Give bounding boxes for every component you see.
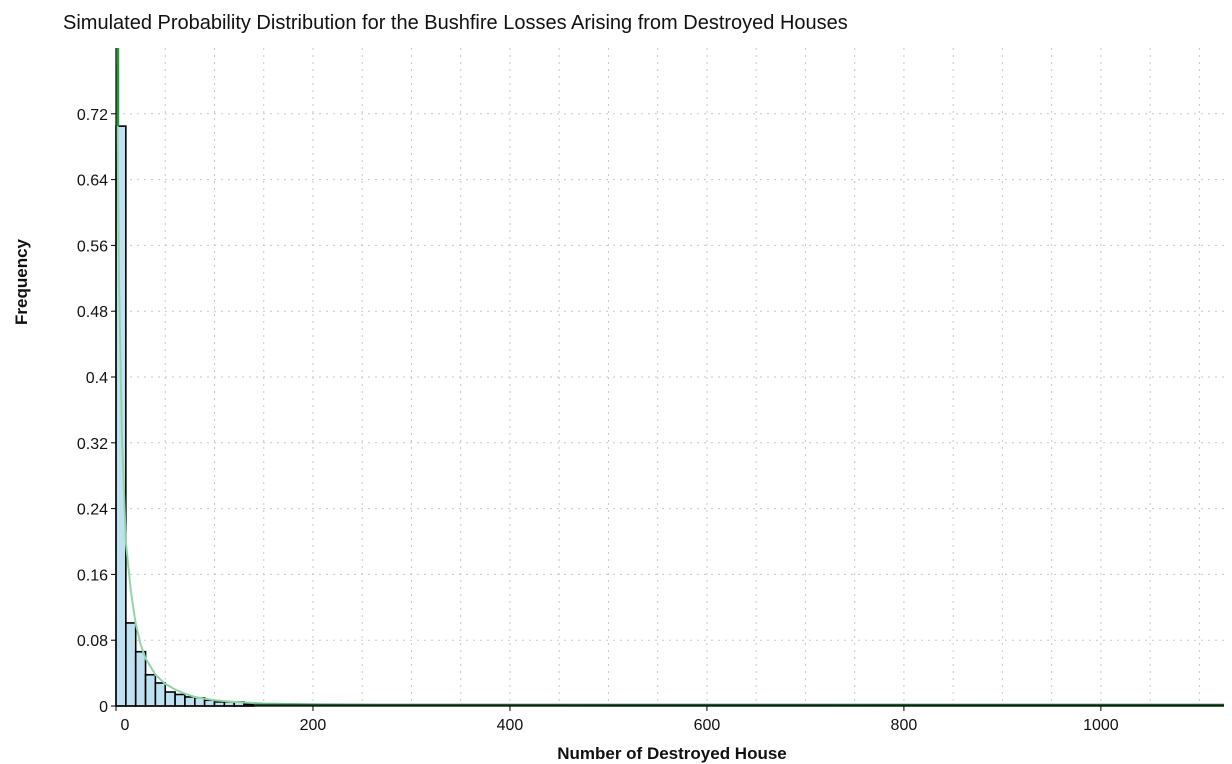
histogram-bar <box>144 673 157 707</box>
y-tick-label: 0.24 <box>77 502 108 519</box>
x-tick-label: 600 <box>694 717 721 734</box>
y-tick-label: 0.72 <box>77 107 108 124</box>
x-tick-label: 200 <box>300 717 327 734</box>
fitted-curve-layer <box>116 48 1225 707</box>
y-tick-label: 0.32 <box>77 436 108 453</box>
y-tick-label: 0.08 <box>77 633 108 650</box>
histogram-bar <box>203 699 216 707</box>
axes <box>111 48 1224 711</box>
y-tick-label: 0 <box>99 699 108 716</box>
x-tick-label: 800 <box>891 717 918 734</box>
histogram-bar <box>213 701 226 707</box>
x-tick-label: 1000 <box>1083 717 1119 734</box>
histogram-bar <box>164 691 176 707</box>
histogram-bar <box>184 696 196 707</box>
y-tick-label: 0.64 <box>77 173 108 190</box>
fitted-density-curve <box>116 64 1225 707</box>
x-tick-label: 0 <box>121 717 130 734</box>
x-axis-title: Number of Destroyed House <box>557 744 787 763</box>
y-tick-label: 0.16 <box>77 567 108 584</box>
histogram-bar <box>125 622 137 707</box>
histogram-bar <box>174 693 186 707</box>
histogram-bars <box>115 125 255 707</box>
tick-labels: 0 0.08 0.16 0.24 0.32 0.4 0.48 0.56 0.64 0.72 0 200… <box>77 107 1119 734</box>
histogram-bar <box>154 682 167 707</box>
y-axis-title: Frequency <box>12 238 31 325</box>
x-tick-label: 400 <box>497 717 524 734</box>
y-tick-label: 0.48 <box>77 304 108 321</box>
grid-lines <box>116 48 1224 706</box>
histogram-bar <box>134 650 147 707</box>
y-tick-label: 0.4 <box>86 370 108 387</box>
chart-title: Simulated Probability Distribution for t… <box>63 12 848 34</box>
y-tick-label: 0.56 <box>77 238 108 255</box>
